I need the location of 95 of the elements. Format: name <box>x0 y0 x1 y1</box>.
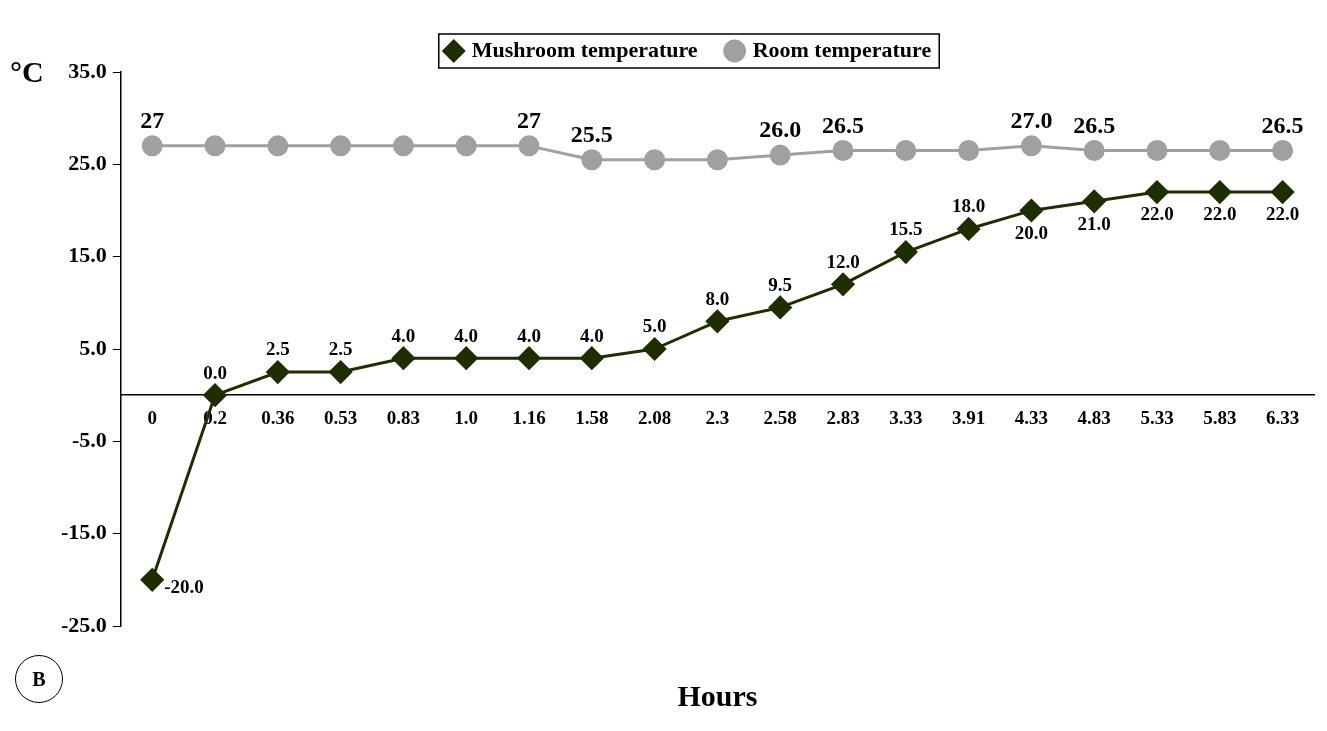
data-label: 4.0 <box>517 324 541 346</box>
point <box>1145 180 1169 204</box>
point <box>203 383 227 407</box>
point <box>140 568 164 592</box>
data-label: 26.5 <box>1261 111 1304 138</box>
point <box>1019 199 1043 222</box>
data-label: 5.0 <box>642 315 667 337</box>
point <box>204 135 226 157</box>
point <box>705 309 729 333</box>
y-tick-label: 35.0 <box>68 57 107 83</box>
data-label: 26.0 <box>759 116 802 143</box>
x-tick-label: 2.08 <box>637 407 672 429</box>
point <box>644 149 666 171</box>
x-tick-label: 0 <box>147 407 157 429</box>
x-tick-label: 3.33 <box>889 407 923 429</box>
x-tick-label: 6.33 <box>1265 407 1300 429</box>
text: B <box>15 655 63 703</box>
point <box>581 149 603 171</box>
x-tick-label: 0.53 <box>324 407 358 429</box>
y-tick-label: 5.0 <box>79 334 107 360</box>
data-label: 18.0 <box>951 195 986 217</box>
y-tick-label: -5.0 <box>72 427 107 453</box>
point <box>1271 180 1295 204</box>
legend-label: Mushroom temperature <box>471 36 698 62</box>
x-tick-label: 2.3 <box>705 407 730 429</box>
point <box>894 240 918 264</box>
data-label: 27 <box>517 107 542 134</box>
data-label: 8.0 <box>705 287 730 309</box>
point <box>141 135 163 157</box>
point <box>706 149 728 171</box>
data-label: 26.5 <box>822 111 865 138</box>
y-tick-label: -15.0 <box>61 519 107 545</box>
data-label: 4.0 <box>454 324 479 346</box>
point <box>329 360 353 384</box>
point <box>1272 139 1294 161</box>
point <box>958 139 980 161</box>
point <box>392 135 414 157</box>
data-label: 22.0 <box>1265 203 1300 225</box>
data-label: 21.0 <box>1077 212 1111 234</box>
data-label: 27.0 <box>1010 107 1053 134</box>
data-label: 12.0 <box>826 250 860 272</box>
point <box>832 139 854 161</box>
point <box>580 346 604 370</box>
data-label: -20.0 <box>164 575 204 597</box>
point <box>266 360 290 384</box>
x-tick-label: 2.83 <box>826 407 860 429</box>
point <box>391 346 415 370</box>
x-tick-label: 4.83 <box>1077 407 1111 429</box>
x-tick-label: 1.58 <box>575 407 609 429</box>
data-label: 26.5 <box>1073 111 1116 138</box>
legend-label: Room temperature <box>752 36 932 62</box>
point <box>517 346 541 370</box>
y-tick-label: 25.0 <box>68 150 107 176</box>
y-axis-title: °C <box>10 54 44 88</box>
x-tick-label: 3.91 <box>951 407 986 429</box>
x-tick-label: 1.0 <box>454 407 479 429</box>
data-label: 15.5 <box>889 218 923 240</box>
point <box>330 135 352 157</box>
data-label: 4.0 <box>579 324 604 346</box>
point <box>1083 139 1105 161</box>
point <box>1208 180 1232 204</box>
point <box>957 217 981 241</box>
data-label: 2.5 <box>265 338 290 360</box>
data-label: 22.0 <box>1140 203 1174 225</box>
y-tick-label: -25.0 <box>61 611 107 637</box>
point <box>1020 135 1042 157</box>
x-tick-label: 0.83 <box>386 407 421 429</box>
x-tick-label: 5.83 <box>1203 407 1237 429</box>
point <box>1209 139 1231 161</box>
point <box>518 135 540 157</box>
point <box>831 272 855 296</box>
point <box>455 135 477 157</box>
point <box>454 346 478 370</box>
data-label: 27 <box>140 107 165 134</box>
data-label: 4.0 <box>391 324 416 346</box>
x-tick-label: 2.58 <box>763 407 797 429</box>
y-tick-label: 15.0 <box>68 242 107 268</box>
x-axis-title: Hours <box>677 678 758 712</box>
data-label: 22.0 <box>1203 203 1237 225</box>
data-label: 9.5 <box>768 273 793 295</box>
x-tick-label: 1.16 <box>512 407 546 429</box>
point <box>768 295 792 319</box>
data-label: 2.5 <box>328 338 353 360</box>
data-label: 20.0 <box>1014 221 1049 243</box>
point <box>769 144 791 166</box>
x-tick-label: 5.33 <box>1140 407 1174 429</box>
data-label: 0.0 <box>203 361 227 383</box>
point <box>267 135 289 157</box>
point <box>1082 189 1106 213</box>
point <box>1146 139 1168 161</box>
x-tick-label: 0.36 <box>261 407 295 429</box>
data-label: 25.5 <box>570 120 613 147</box>
point <box>895 139 917 161</box>
x-tick-label: 4.33 <box>1014 407 1049 429</box>
point <box>643 337 667 361</box>
